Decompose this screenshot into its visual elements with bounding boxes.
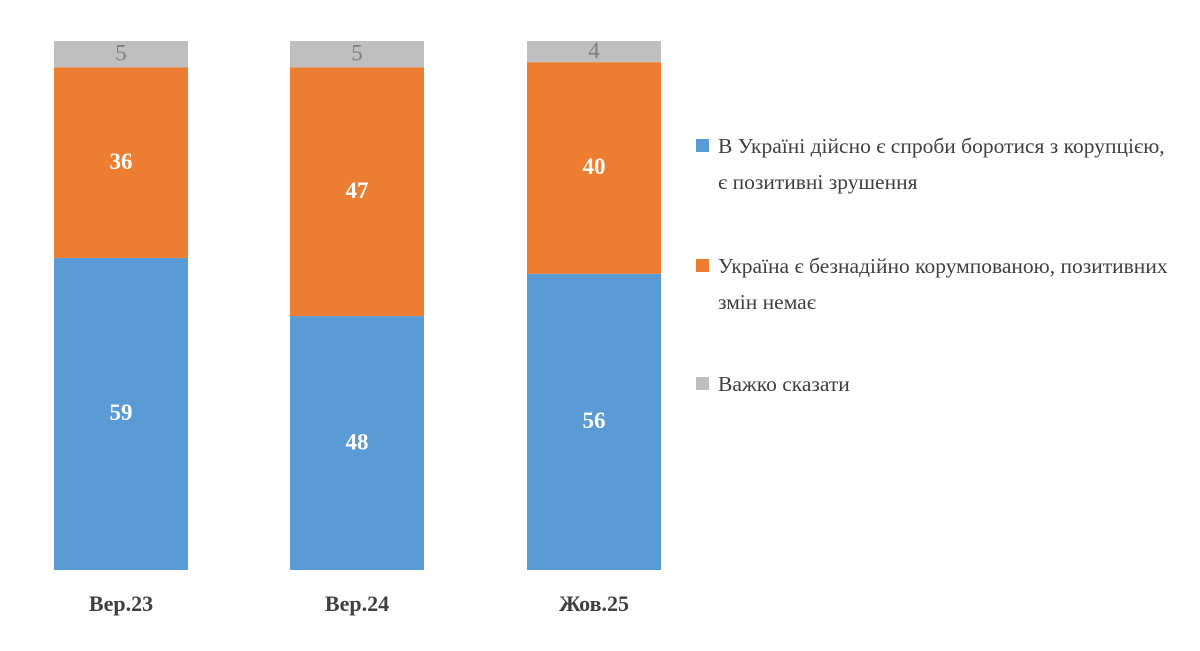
x-tick-label: Жов.25 <box>559 591 629 616</box>
data-label: 47 <box>346 178 369 203</box>
bar-segment <box>527 273 661 570</box>
data-label: 59 <box>110 400 133 425</box>
bar-segment <box>290 41 424 68</box>
data-label: 5 <box>115 41 127 66</box>
bar-segment <box>527 41 661 63</box>
data-label: 36 <box>110 149 133 174</box>
data-label: 4 <box>588 38 600 63</box>
x-tick-label: Вер.23 <box>89 591 153 616</box>
bar-segment <box>54 257 188 570</box>
legend-label: В Україні дійсно є спроби боротися з кор… <box>718 134 1165 194</box>
bar-segment <box>54 67 188 258</box>
legend-swatch <box>696 377 709 390</box>
bar-segment <box>290 316 424 570</box>
bar-segment <box>54 41 188 68</box>
legend-swatch <box>696 259 709 272</box>
x-tick-label: Вер.24 <box>325 591 389 616</box>
data-label: 48 <box>346 429 369 454</box>
data-label: 40 <box>583 154 606 179</box>
data-label: 5 <box>351 41 363 66</box>
bar-segment <box>527 62 661 274</box>
legend-label: Важко сказати <box>718 372 850 396</box>
bar-segment <box>290 67 424 317</box>
data-label: 56 <box>583 408 606 433</box>
legend-label: Україна є безнадійно корумпованою, позит… <box>718 254 1168 314</box>
legend-swatch <box>696 139 709 152</box>
